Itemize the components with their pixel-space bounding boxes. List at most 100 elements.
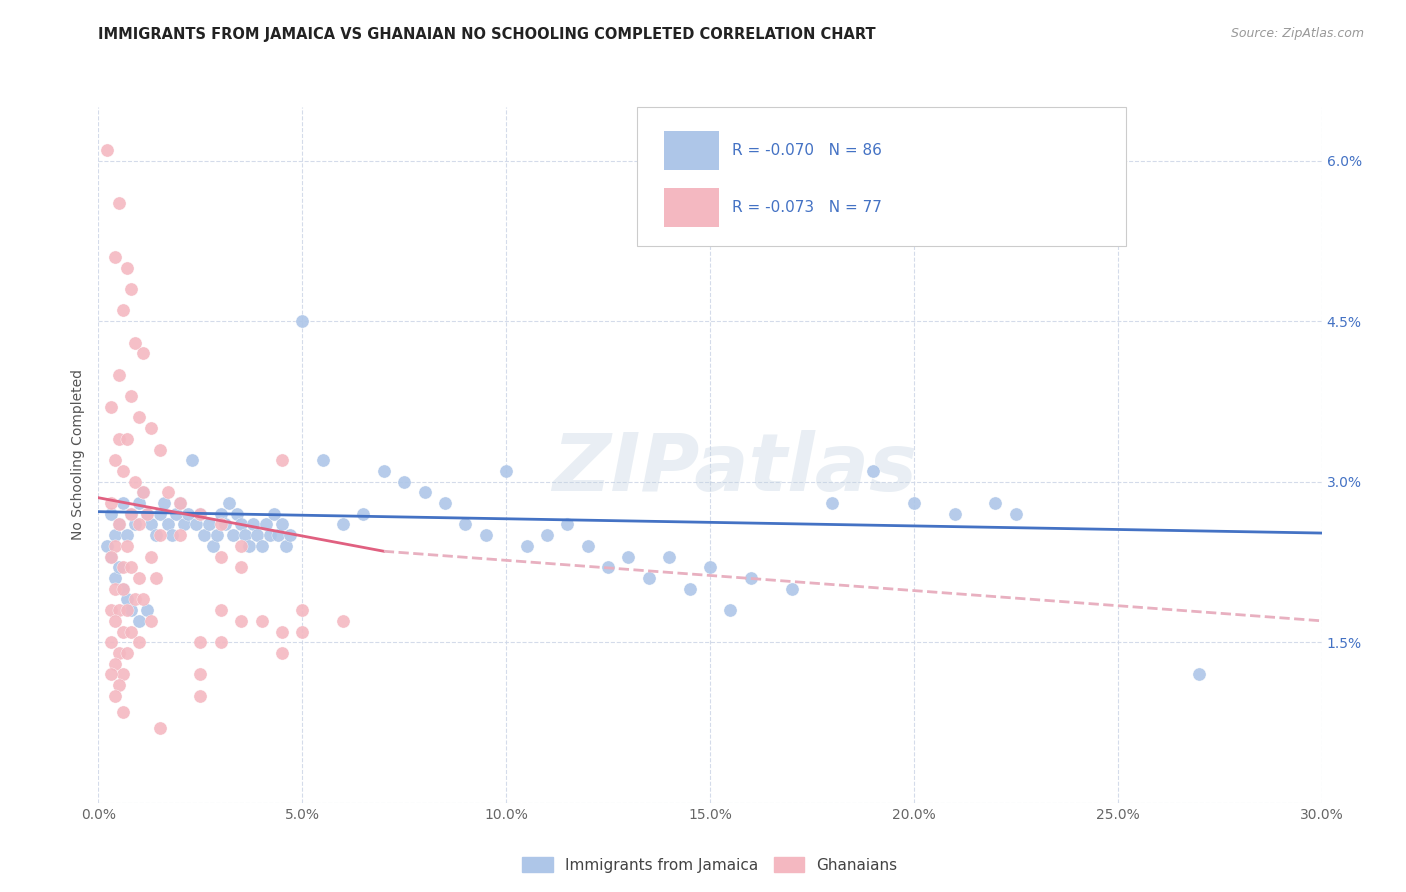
Point: [259, 528, 281, 542]
Point: [222, 528, 245, 542]
Point: [128, 614, 150, 628]
Y-axis label: No Schooling Completed: No Schooling Completed: [72, 369, 86, 541]
Point: [373, 464, 395, 478]
Point: [149, 528, 172, 542]
Point: [120, 507, 142, 521]
Point: [197, 517, 219, 532]
Point: [120, 624, 142, 639]
Point: [270, 646, 294, 660]
Point: [111, 667, 134, 681]
Point: [270, 453, 294, 467]
Point: [250, 614, 273, 628]
Point: [638, 571, 661, 585]
Point: [821, 496, 844, 510]
Point: [149, 507, 172, 521]
Point: [115, 646, 138, 660]
Point: [454, 517, 477, 532]
Text: R = -0.070   N = 86: R = -0.070 N = 86: [733, 143, 882, 158]
Point: [474, 528, 498, 542]
Point: [108, 560, 131, 574]
Point: [100, 603, 122, 617]
Point: [149, 721, 172, 735]
Point: [188, 689, 212, 703]
Point: [104, 571, 127, 585]
Point: [209, 517, 232, 532]
Point: [392, 475, 416, 489]
Point: [100, 549, 122, 564]
Point: [250, 539, 273, 553]
Point: [267, 528, 290, 542]
Point: [720, 603, 742, 617]
Point: [141, 549, 163, 564]
Point: [128, 517, 150, 532]
Point: [165, 507, 187, 521]
Point: [352, 507, 374, 521]
Point: [332, 517, 354, 532]
Point: [226, 507, 249, 521]
Point: [246, 528, 269, 542]
Point: [557, 517, 579, 532]
Point: [169, 496, 191, 510]
Point: [209, 603, 232, 617]
Point: [169, 496, 191, 510]
Point: [740, 571, 762, 585]
Point: [111, 496, 134, 510]
Point: [242, 517, 264, 532]
Point: [218, 496, 240, 510]
Point: [177, 507, 200, 521]
Point: [263, 507, 285, 521]
Point: [188, 507, 212, 521]
Point: [291, 314, 314, 328]
Point: [679, 582, 702, 596]
Point: [780, 582, 803, 596]
Point: [115, 539, 138, 553]
Point: [186, 517, 208, 532]
Point: [141, 517, 163, 532]
Point: [104, 539, 127, 553]
Point: [205, 528, 228, 542]
Point: [231, 539, 253, 553]
Point: [536, 528, 558, 542]
Point: [100, 667, 122, 681]
Point: [145, 528, 167, 542]
Point: [141, 421, 163, 435]
Point: [111, 560, 134, 574]
Point: [111, 582, 134, 596]
Point: [104, 528, 127, 542]
Point: [132, 485, 155, 500]
Point: [149, 442, 172, 457]
Point: [132, 592, 155, 607]
Point: [201, 539, 224, 553]
Point: [108, 368, 131, 382]
Point: [433, 496, 456, 510]
Point: [181, 453, 204, 467]
Point: [104, 453, 127, 467]
Point: [596, 560, 619, 574]
Point: [413, 485, 436, 500]
Point: [132, 485, 155, 500]
Point: [173, 517, 195, 532]
Point: [270, 624, 294, 639]
Point: [152, 496, 174, 510]
Point: [111, 303, 134, 318]
Point: [115, 603, 138, 617]
Point: [120, 603, 142, 617]
Text: IMMIGRANTS FROM JAMAICA VS GHANAIAN NO SCHOOLING COMPLETED CORRELATION CHART: IMMIGRANTS FROM JAMAICA VS GHANAIAN NO S…: [98, 27, 876, 42]
Point: [115, 592, 138, 607]
Text: Source: ZipAtlas.com: Source: ZipAtlas.com: [1230, 27, 1364, 40]
Point: [100, 635, 122, 649]
FancyBboxPatch shape: [664, 188, 718, 227]
Point: [658, 549, 681, 564]
Point: [617, 549, 640, 564]
Legend: Immigrants from Jamaica, Ghanaians: Immigrants from Jamaica, Ghanaians: [516, 850, 904, 879]
Point: [332, 614, 354, 628]
Point: [108, 603, 131, 617]
Point: [1188, 667, 1211, 681]
Point: [136, 507, 159, 521]
Point: [576, 539, 599, 553]
Point: [115, 260, 138, 275]
Point: [120, 282, 142, 296]
Point: [254, 517, 277, 532]
Point: [100, 507, 122, 521]
Point: [104, 250, 127, 264]
